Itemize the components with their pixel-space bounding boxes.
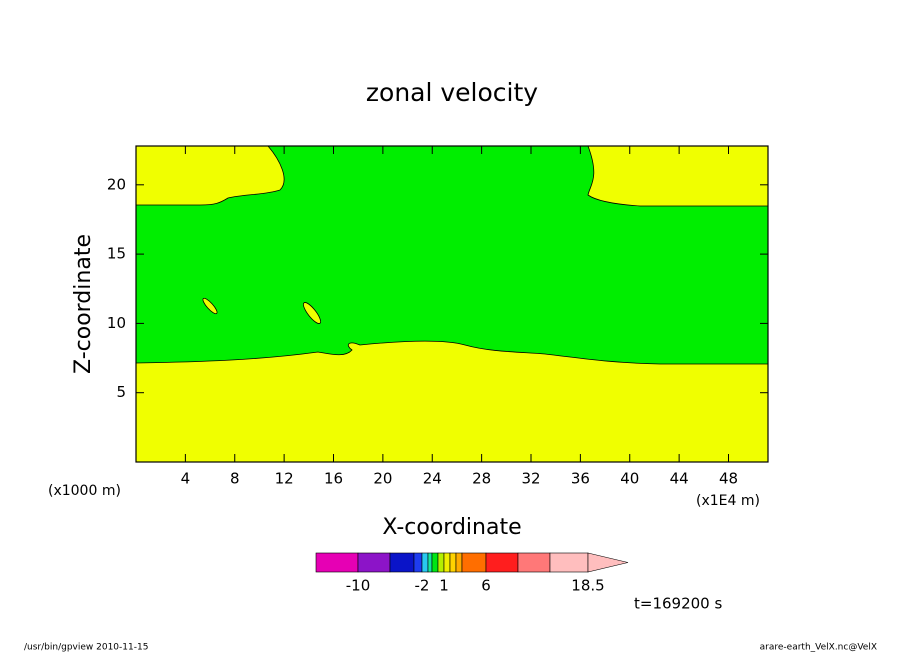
x-tick-label: 32 bbox=[521, 470, 540, 488]
x-tick-label: 4 bbox=[181, 470, 191, 488]
colorbar-swatch bbox=[357, 552, 391, 573]
contour-region bbox=[135, 145, 769, 365]
colorbar-swatch bbox=[413, 552, 423, 573]
colorbar-arrow bbox=[587, 552, 629, 573]
x-unit-label: (x1000 m) bbox=[48, 483, 121, 499]
colorbar-swatch bbox=[437, 552, 445, 573]
x-unit-label: (x1E4 m) bbox=[696, 493, 760, 509]
colorbar-swatch bbox=[427, 552, 433, 573]
y-axis-label: Z-coordinate bbox=[71, 234, 96, 374]
colorbar-swatch bbox=[517, 552, 551, 573]
x-tick-label: 24 bbox=[423, 470, 442, 488]
x-tick-label: 44 bbox=[670, 470, 689, 488]
plot-frame bbox=[135, 145, 769, 463]
y-tick-label: 20 bbox=[107, 175, 126, 193]
time-label: t=169200 s bbox=[634, 595, 722, 613]
colorbar-swatch bbox=[455, 552, 463, 573]
x-tick-label: 28 bbox=[472, 470, 491, 488]
colorbar-swatch bbox=[449, 552, 457, 573]
colorbar-label: 6 bbox=[481, 577, 491, 595]
colorbar-label: -10 bbox=[346, 577, 371, 595]
x-tick-label: 40 bbox=[620, 470, 639, 488]
x-tick-label: 8 bbox=[230, 470, 240, 488]
colorbar-swatch bbox=[485, 552, 519, 573]
x-tick-label: 12 bbox=[275, 470, 294, 488]
footer: arare-earth_VelX.nc@VelX bbox=[760, 643, 877, 653]
colorbar-label: 18.5 bbox=[571, 577, 604, 595]
x-axis-label: X-coordinate bbox=[382, 515, 521, 540]
x-tick-label: 20 bbox=[373, 470, 392, 488]
colorbar-swatch bbox=[421, 552, 429, 573]
y-tick-label: 5 bbox=[116, 383, 126, 401]
colorbar-swatch bbox=[549, 552, 589, 573]
colorbar-swatch bbox=[315, 552, 359, 573]
contour-region bbox=[202, 297, 218, 315]
x-tick-label: 16 bbox=[324, 470, 343, 488]
colorbar: -10 -2 1 6 18.5 bbox=[315, 552, 629, 595]
x-tick-label: 36 bbox=[571, 470, 590, 488]
x-tick-label: 48 bbox=[719, 470, 738, 488]
colorbar-swatch bbox=[461, 552, 487, 573]
colorbar-label: 1 bbox=[439, 577, 449, 595]
contour-region bbox=[302, 302, 322, 324]
colorbar-swatch bbox=[389, 552, 415, 573]
y-tick-label: 15 bbox=[107, 245, 126, 263]
plot-area bbox=[135, 145, 769, 463]
footer: /usr/bin/gpview 2010-11-15 bbox=[24, 643, 148, 653]
colorbar-swatch bbox=[431, 552, 439, 573]
colorbar-label: -2 bbox=[415, 577, 430, 595]
y-tick-label: 10 bbox=[107, 314, 126, 332]
colorbar-swatch bbox=[443, 552, 451, 573]
chart-title: zonal velocity bbox=[366, 78, 538, 107]
